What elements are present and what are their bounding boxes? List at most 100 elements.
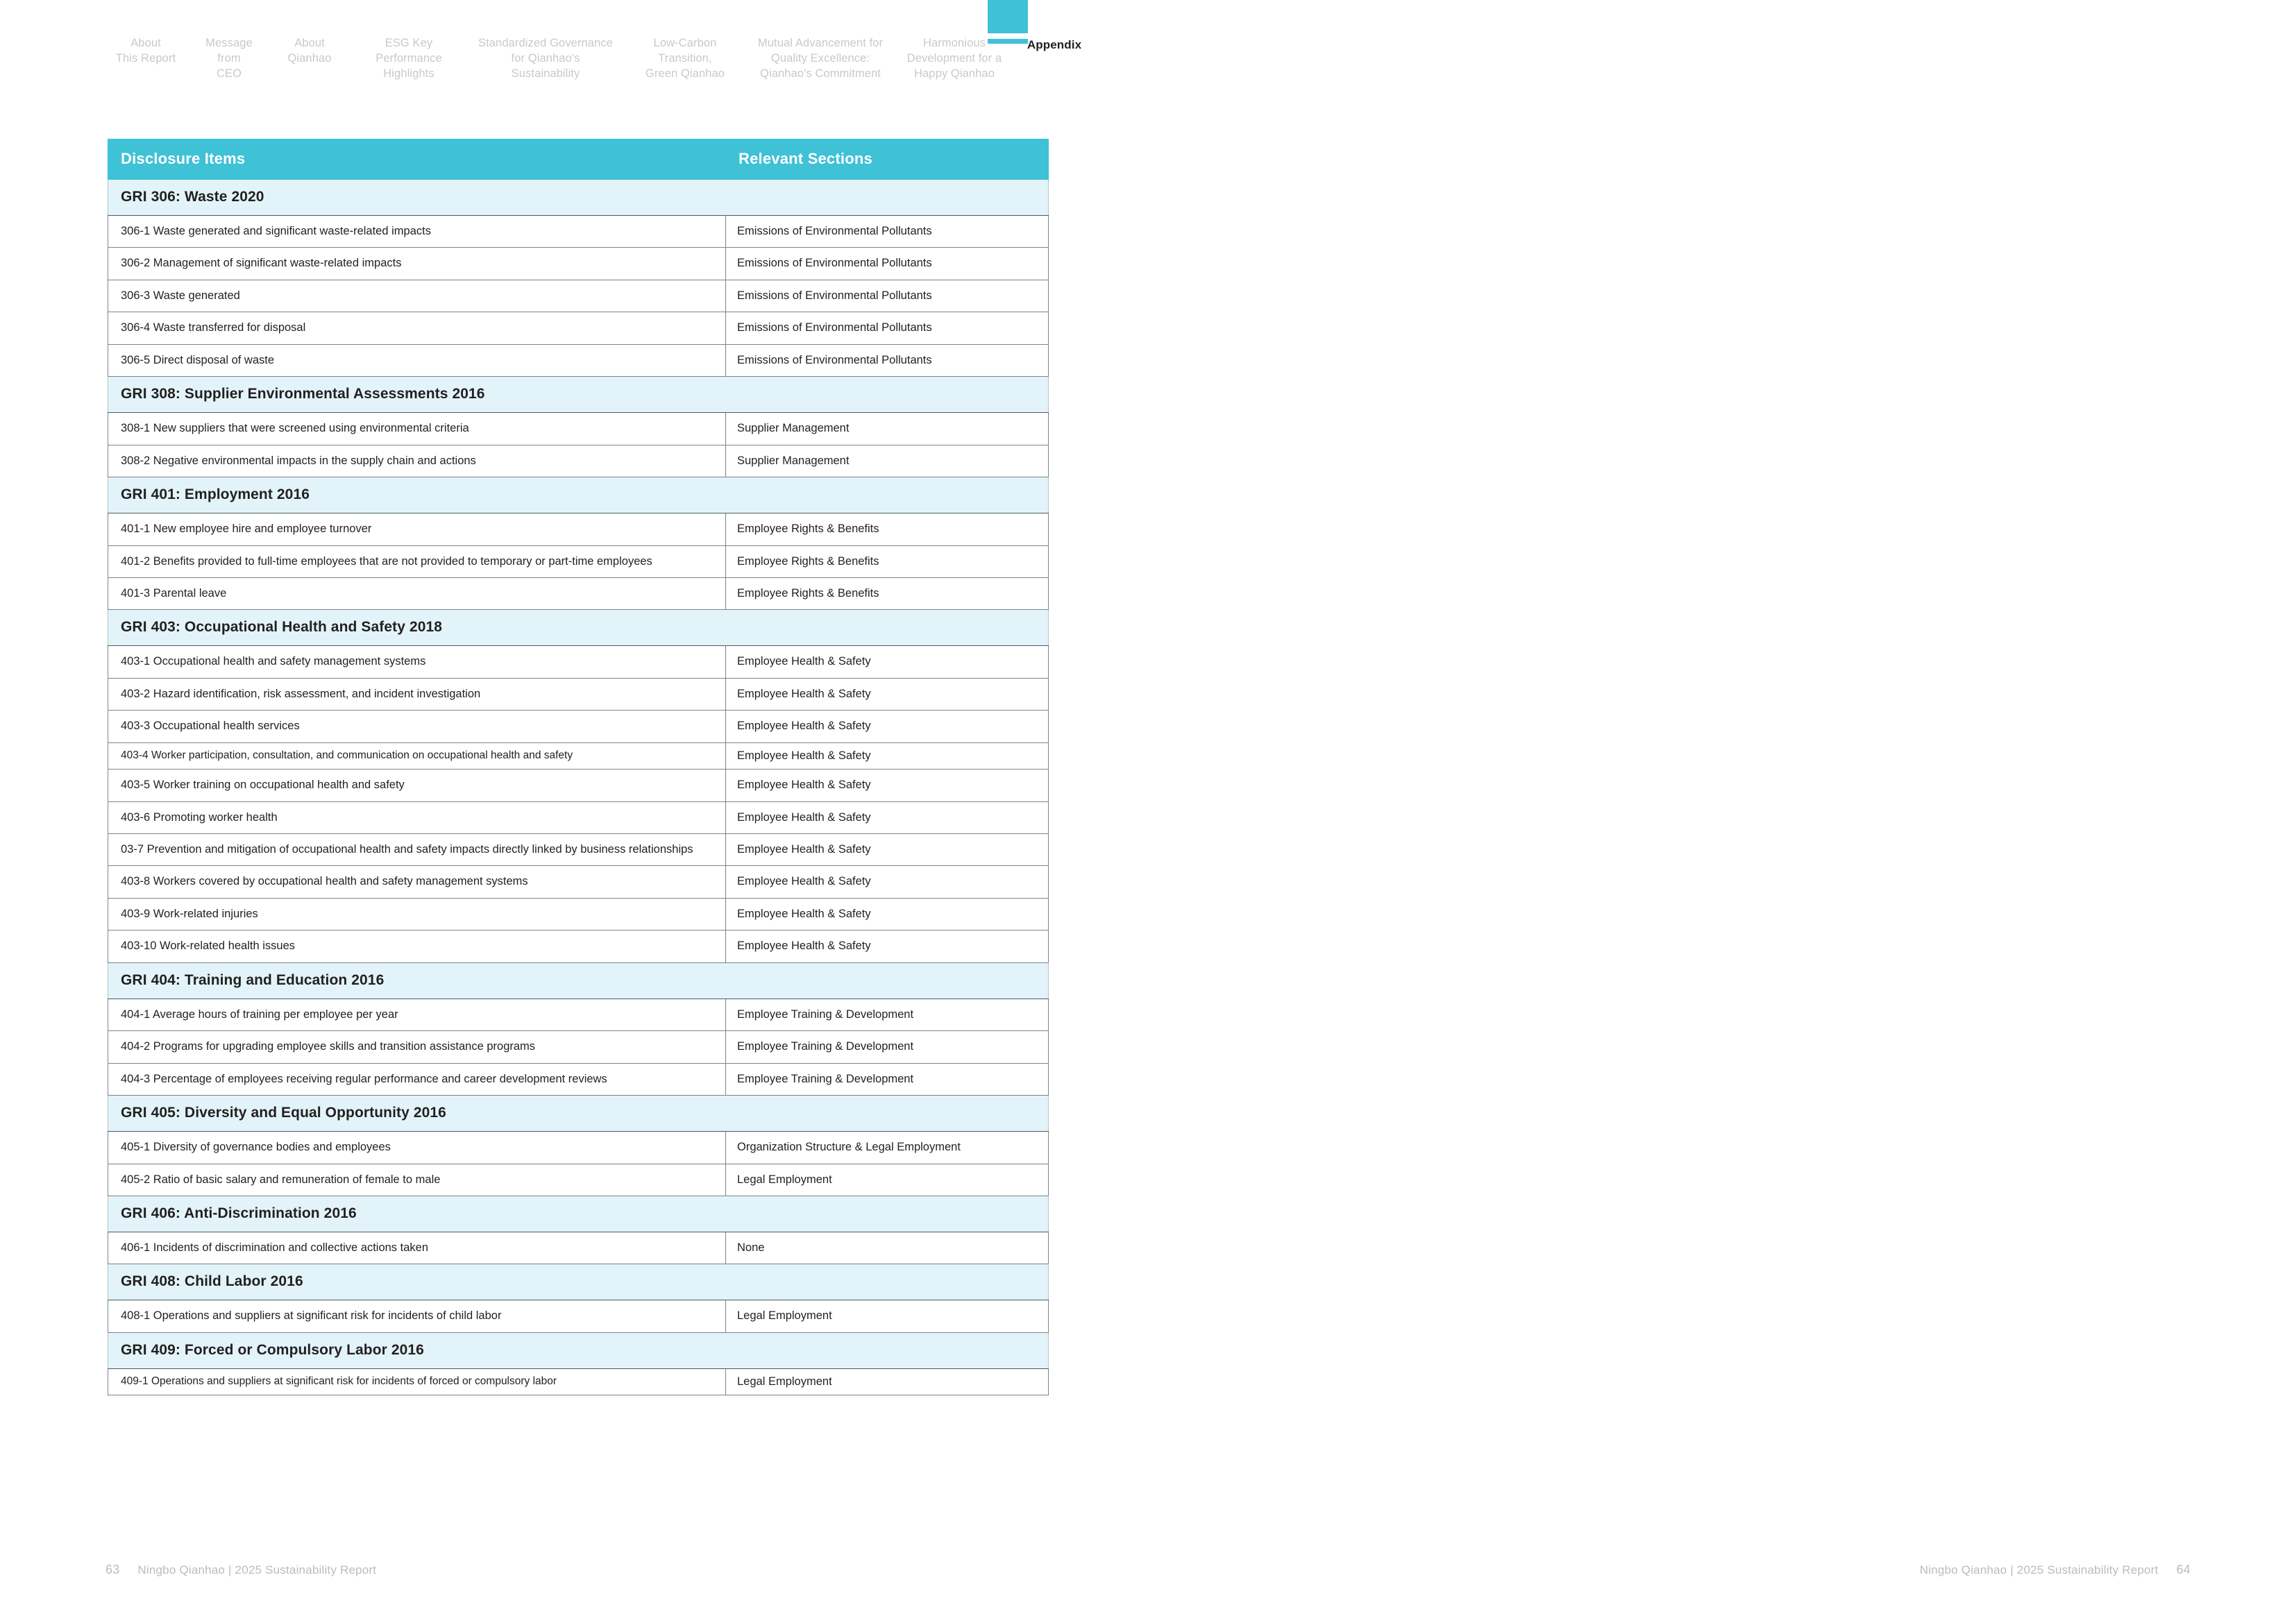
table-row: 308-1 New suppliers that were screened u… [108,412,1049,445]
relevant-section-cell: Emissions of Environmental Pollutants [725,214,1049,248]
gri-standard-heading-row: GRI 401: Employment 2016 [108,477,1049,514]
disclosure-item-cell: 403-1 Occupational health and safety man… [108,645,726,679]
gri-standard-heading-row: GRI 406: Anti-Discrimination 2016 [108,1195,1049,1232]
nav-item-appendix-left[interactable]: Appendix [1027,38,1082,51]
table-body-left: GRI 306: Waste 2020 306-1 Waste generated… [108,179,1049,1396]
disclosure-item-cell: 403-9 Work-related injuries [108,897,726,931]
relevant-section-cell: Organization Structure & Legal Employmen… [725,1131,1049,1164]
relevant-section-cell: Employee Health & Safety [725,801,1049,835]
disclosure-item-cell: 403-10 Work-related health issues [108,930,726,963]
table-row: 403-9 Work-related injuries Employee Heal… [108,897,1049,931]
relevant-section-cell: Employee Training & Development [725,1030,1049,1064]
table-row: 308-2 Negative environmental impacts in … [108,444,1049,478]
disclosure-item-cell: 03-7 Prevention and mitigation of occupa… [108,833,726,867]
nav-item-1-left[interactable]: About This Report [115,37,176,65]
table-row: 403-10 Work-related health issues Employe… [108,930,1049,963]
nav-item-3-left[interactable]: About Qianhao [287,37,332,65]
table-row: 403-6 Promoting worker health Employee He… [108,801,1049,835]
table-row: 403-2 Hazard identification, risk assess… [108,677,1049,711]
table-row: 405-1 Diversity of governance bodies and… [108,1131,1049,1164]
relevant-section-cell: Employee Health & Safety [725,930,1049,963]
disclosure-item-cell: 405-1 Diversity of governance bodies and… [108,1131,726,1164]
relevant-section-cell: Employee Health & Safety [725,742,1049,770]
relevant-section-cell: Legal Employment [725,1368,1049,1396]
disclosure-item-cell: 306-5 Direct disposal of waste [108,343,726,377]
table-row: 403-8 Workers covered by occupational he… [108,865,1049,899]
gri-standard-label: GRI 406: Anti-Discrimination 2016 [108,1195,1049,1232]
footer-right: Ningbo Qianhao | 2025 Sustainability Rep… [1920,1563,2191,1577]
column-header-relevant-sections: Relevant Sections [725,139,1049,180]
gri-standard-label: GRI 306: Waste 2020 [108,179,1049,216]
column-header-disclosure-items: Disclosure Items [108,139,726,180]
disclosure-item-cell: 306-3 Waste generated [108,279,726,313]
table-row: 306-2 Management of significant waste-re… [108,247,1049,280]
gri-standard-label: GRI 308: Supplier Environmental Assessme… [108,376,1049,414]
relevant-section-cell: Employee Rights & Benefits [725,577,1049,611]
page-number: 64 [2176,1563,2191,1577]
relevant-section-cell: Employee Training & Development [725,998,1049,1032]
footer-report-title: Ningbo Qianhao | 2025 Sustainability Rep… [137,1563,377,1577]
gri-standard-label: GRI 405: Diversity and Equal Opportunity… [108,1095,1049,1132]
disclosure-item-cell: 308-2 Negative environmental impacts in … [108,444,726,478]
disclosure-item-cell: 308-1 New suppliers that were screened u… [108,412,726,445]
table-row: 401-3 Parental leave Employee Rights & Be… [108,577,1049,611]
table-row: 404-2 Programs for upgrading employee sk… [108,1030,1049,1064]
table-row: 404-3 Percentage of employees receiving … [108,1062,1049,1096]
disclosure-item-cell: 404-3 Percentage of employees receiving … [108,1062,726,1096]
disclosure-item-cell: 403-5 Worker training on occupational he… [108,769,726,802]
disclosure-item-cell: 409-1 Operations and suppliers at signif… [108,1368,726,1396]
relevant-section-cell: None [725,1231,1049,1265]
table-row: 406-1 Incidents of discrimination and co… [108,1231,1049,1265]
table-row: 306-5 Direct disposal of waste Emissions … [108,343,1049,377]
gri-index-table-left: Disclosure Items Relevant Sections GRI 3… [108,139,1049,1396]
nav-item-8-left[interactable]: Harmonious Development for a Happy Qianh… [906,37,1002,80]
nav-item-5-left[interactable]: Standardized Governance for Qianhao's Su… [478,37,613,80]
nav-item-2-left[interactable]: Message from CEO [205,37,253,80]
relevant-section-cell: Emissions of Environmental Pollutants [725,312,1049,345]
table-row: 403-3 Occupational health services Employ… [108,710,1049,743]
section-nav-left: About This Report Message from CEO About Q… [105,36,1091,92]
table-row: 403-1 Occupational health and safety man… [108,645,1049,679]
relevant-section-cell: Supplier Management [725,444,1049,478]
nav-item-7-left[interactable]: Mutual Advancement for Quality Excellenc… [757,37,884,80]
relevant-section-cell: Employee Rights & Benefits [725,513,1049,546]
disclosure-item-cell: 403-8 Workers covered by occupational he… [108,865,726,899]
gri-standard-label: GRI 404: Training and Education 2016 [108,962,1049,999]
table-row: 405-2 Ratio of basic salary and remunera… [108,1163,1049,1196]
page-number: 63 [105,1563,120,1577]
relevant-section-cell: Supplier Management [725,412,1049,445]
table-row: 03-7 Prevention and mitigation of occupa… [108,833,1049,867]
relevant-section-cell: Employee Health & Safety [725,865,1049,899]
gri-standard-heading-row: GRI 403: Occupational Health and Safety … [108,609,1049,647]
gri-standard-heading-row: GRI 409: Forced or Compulsory Labor 2016 [108,1332,1049,1369]
table-row: 409-1 Operations and suppliers at signif… [108,1368,1049,1396]
table-row: 404-1 Average hours of training per empl… [108,998,1049,1032]
disclosure-item-cell: 404-2 Programs for upgrading employee sk… [108,1030,726,1064]
table-row: 306-4 Waste transferred for disposal Emis… [108,312,1049,345]
footer-left: 63 Ningbo Qianhao | 2025 Sustainability … [105,1563,376,1577]
disclosure-item-cell: 401-3 Parental leave [108,577,726,611]
relevant-section-cell: Employee Rights & Benefits [725,545,1049,578]
disclosure-item-cell: 403-3 Occupational health services [108,710,726,743]
disclosure-item-cell: 401-2 Benefits provided to full-time emp… [108,545,726,578]
relevant-section-cell: Emissions of Environmental Pollutants [725,279,1049,313]
disclosure-item-cell: 408-1 Operations and suppliers at signif… [108,1300,726,1333]
appendix-tab-marker-left [988,0,1028,44]
nav-item-6-left[interactable]: Low-Carbon Transition, Green Qianhao [645,37,725,80]
nav-item-4-left[interactable]: ESG Key Performance Highlights [375,37,442,80]
disclosure-item-cell: 405-2 Ratio of basic salary and remunera… [108,1163,726,1196]
gri-standard-heading-row: GRI 308: Supplier Environmental Assessme… [108,376,1049,414]
disclosure-item-cell: 404-1 Average hours of training per empl… [108,998,726,1032]
disclosure-item-cell: 306-2 Management of significant waste-re… [108,247,726,280]
disclosure-item-cell: 403-6 Promoting worker health [108,801,726,835]
disclosure-item-cell: 403-4 Worker participation, consultation… [108,742,726,770]
gri-table: Disclosure Items Relevant Sections GRI 3… [108,139,1049,1396]
relevant-section-cell: Employee Health & Safety [725,710,1049,743]
appendix-tab-block-icon [988,0,1028,33]
table-head: Disclosure Items Relevant Sections [108,139,1049,180]
table-row: 401-2 Benefits provided to full-time emp… [108,545,1049,578]
table-row: 401-1 New employee hire and employee tur… [108,513,1049,546]
relevant-section-cell: Employee Health & Safety [725,645,1049,679]
